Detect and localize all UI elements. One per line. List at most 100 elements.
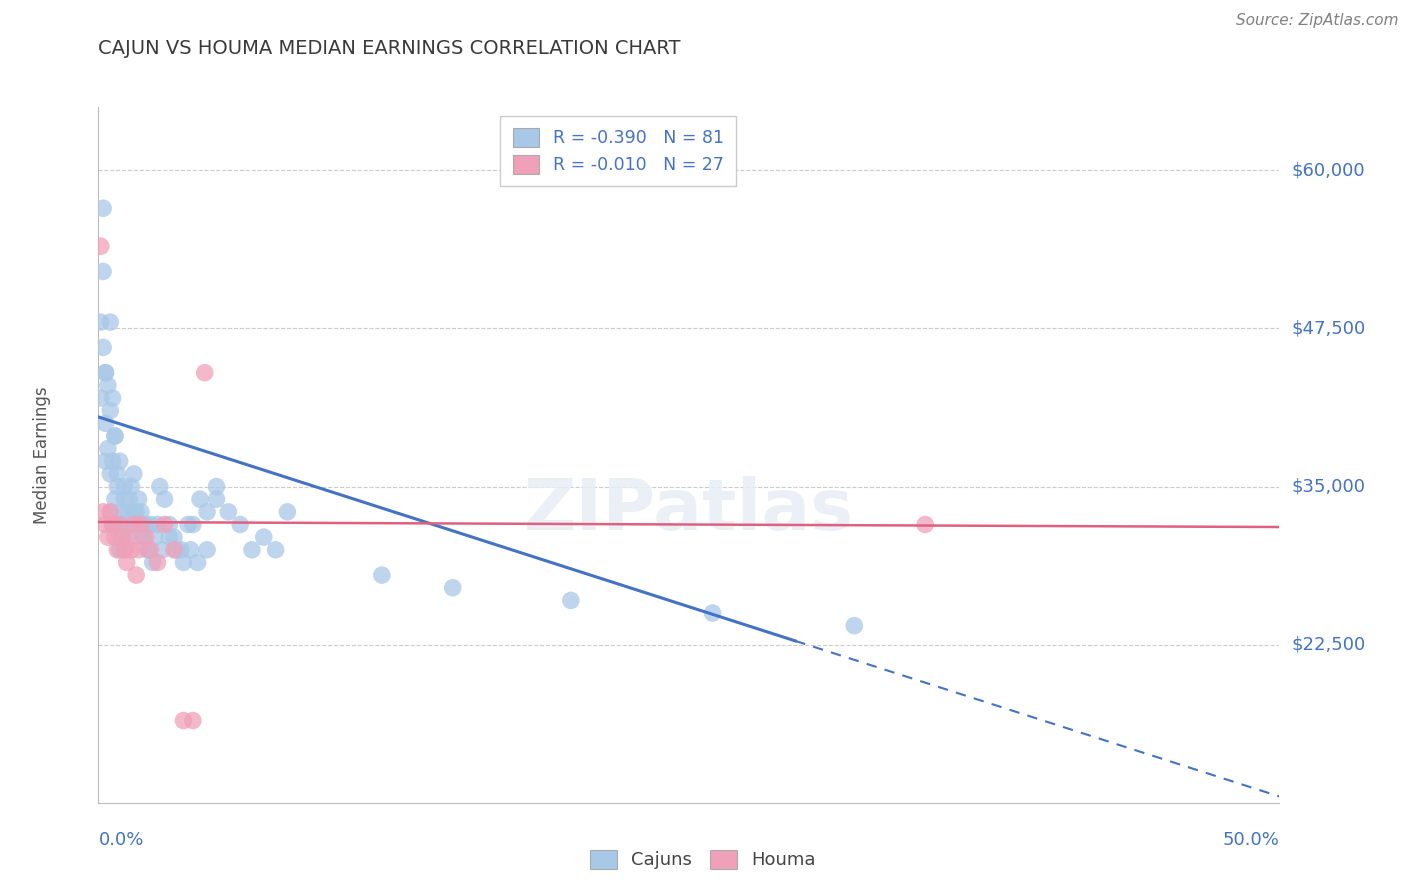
Point (101, 391, 124, 405)
Point (702, 606, 724, 620)
Point (139, 517, 162, 532)
Point (194, 366, 217, 380)
Point (111, 530, 134, 544)
Point (205, 492, 228, 507)
Point (135, 530, 157, 544)
Point (98, 505, 121, 519)
Point (121, 479, 143, 493)
Point (91, 201, 114, 215)
Point (149, 479, 172, 493)
Point (108, 505, 131, 519)
Point (115, 505, 138, 519)
Point (111, 517, 134, 532)
Point (136, 542, 159, 557)
Text: Median Earnings: Median Earnings (34, 386, 51, 524)
Point (125, 505, 148, 519)
Point (129, 505, 152, 519)
Point (91, 340, 114, 354)
Point (94, 517, 117, 532)
Point (157, 517, 180, 532)
Text: 0.0%: 0.0% (98, 830, 143, 848)
Point (90, 239, 112, 253)
Point (105, 467, 128, 481)
Point (101, 517, 124, 532)
Point (146, 556, 169, 570)
Point (195, 542, 218, 557)
Point (177, 517, 200, 532)
Point (844, 618, 866, 632)
Text: $60,000: $60,000 (1291, 161, 1365, 179)
Point (143, 530, 166, 544)
Text: $22,500: $22,500 (1291, 636, 1365, 654)
Point (163, 542, 186, 557)
Text: Source: ZipAtlas.com: Source: ZipAtlas.com (1236, 13, 1399, 29)
Point (188, 492, 211, 507)
Point (132, 530, 155, 544)
Point (172, 556, 194, 570)
Point (104, 429, 127, 443)
Point (104, 492, 127, 507)
Point (94, 454, 117, 468)
Point (371, 568, 394, 582)
Point (118, 492, 141, 507)
Point (181, 714, 204, 728)
Point (101, 517, 124, 532)
Point (240, 542, 263, 557)
Point (98, 505, 121, 519)
Point (111, 530, 134, 544)
Point (105, 479, 128, 493)
Point (94, 366, 117, 380)
Point (217, 505, 239, 519)
Point (129, 517, 152, 532)
Point (128, 492, 150, 507)
Text: $35,000: $35,000 (1291, 477, 1365, 496)
Point (98, 403, 121, 417)
Point (205, 479, 228, 493)
Point (91, 264, 114, 278)
Point (112, 492, 135, 507)
Point (153, 492, 176, 507)
Point (94, 366, 117, 380)
Point (128, 517, 150, 532)
Text: 50.0%: 50.0% (1223, 830, 1279, 848)
Point (105, 542, 128, 557)
Legend: R = -0.390   N = 81, R = -0.010   N = 27: R = -0.390 N = 81, R = -0.010 N = 27 (501, 116, 735, 186)
Point (128, 542, 150, 557)
Point (98, 467, 121, 481)
Point (104, 530, 127, 544)
Point (153, 517, 176, 532)
Point (132, 530, 155, 544)
Point (135, 517, 157, 532)
Point (441, 581, 464, 595)
Point (139, 542, 162, 557)
Point (122, 505, 145, 519)
Point (229, 517, 252, 532)
Point (118, 517, 141, 532)
Point (165, 542, 187, 557)
Point (142, 556, 165, 570)
Point (115, 556, 138, 570)
Point (112, 542, 135, 557)
Point (112, 542, 135, 557)
Point (163, 530, 186, 544)
Point (97, 378, 120, 392)
Point (91, 505, 114, 519)
Point (108, 517, 131, 532)
Point (122, 517, 145, 532)
Point (560, 593, 582, 607)
Point (108, 542, 131, 557)
Point (180, 542, 202, 557)
Point (112, 479, 135, 493)
Point (104, 429, 127, 443)
Point (136, 542, 159, 557)
Point (90, 315, 112, 329)
Point (150, 542, 173, 557)
Point (146, 517, 169, 532)
Point (195, 505, 218, 519)
Point (118, 530, 141, 544)
Point (187, 556, 209, 570)
Point (264, 542, 287, 557)
Point (181, 517, 204, 532)
Point (115, 530, 138, 544)
Text: ZIPatlas: ZIPatlas (524, 476, 853, 545)
